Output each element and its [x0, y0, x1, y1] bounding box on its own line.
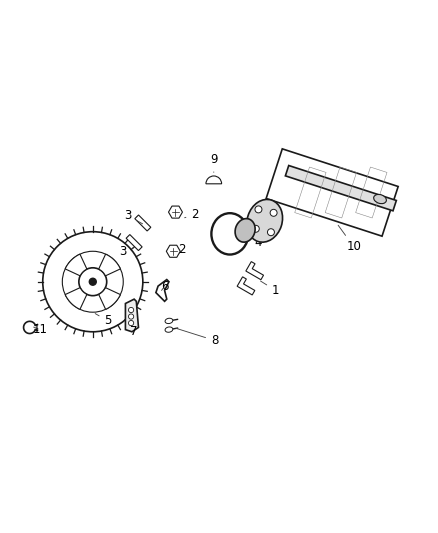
Ellipse shape [165, 327, 173, 332]
Polygon shape [169, 206, 183, 218]
Polygon shape [65, 254, 87, 276]
Polygon shape [166, 245, 180, 257]
Text: 1: 1 [261, 281, 279, 297]
Circle shape [128, 308, 134, 313]
Polygon shape [266, 149, 398, 236]
Polygon shape [99, 288, 120, 309]
Polygon shape [135, 215, 151, 231]
Ellipse shape [247, 199, 283, 242]
Text: 4: 4 [246, 236, 262, 249]
Text: 2: 2 [178, 243, 186, 256]
Ellipse shape [165, 318, 173, 324]
Ellipse shape [235, 219, 255, 242]
Circle shape [128, 320, 134, 326]
Wedge shape [206, 176, 222, 184]
Polygon shape [237, 277, 255, 295]
Circle shape [128, 314, 134, 319]
Polygon shape [65, 288, 87, 309]
Text: 2: 2 [185, 208, 199, 221]
Circle shape [268, 229, 275, 236]
Polygon shape [286, 166, 396, 211]
Polygon shape [156, 279, 169, 301]
Text: 6: 6 [161, 280, 168, 293]
Text: 5: 5 [95, 313, 112, 327]
Ellipse shape [374, 195, 386, 204]
Polygon shape [125, 299, 138, 332]
Circle shape [252, 225, 259, 232]
Text: 11: 11 [33, 323, 48, 336]
Circle shape [270, 209, 277, 216]
Polygon shape [246, 262, 264, 280]
Circle shape [255, 206, 262, 213]
Text: 8: 8 [176, 328, 218, 347]
Text: 7: 7 [131, 321, 138, 338]
Polygon shape [126, 235, 142, 251]
Text: 9: 9 [210, 154, 218, 172]
Text: 10: 10 [338, 225, 361, 253]
Text: 3: 3 [120, 245, 134, 258]
Text: 3: 3 [124, 209, 143, 224]
Circle shape [89, 278, 96, 285]
Polygon shape [99, 254, 120, 276]
